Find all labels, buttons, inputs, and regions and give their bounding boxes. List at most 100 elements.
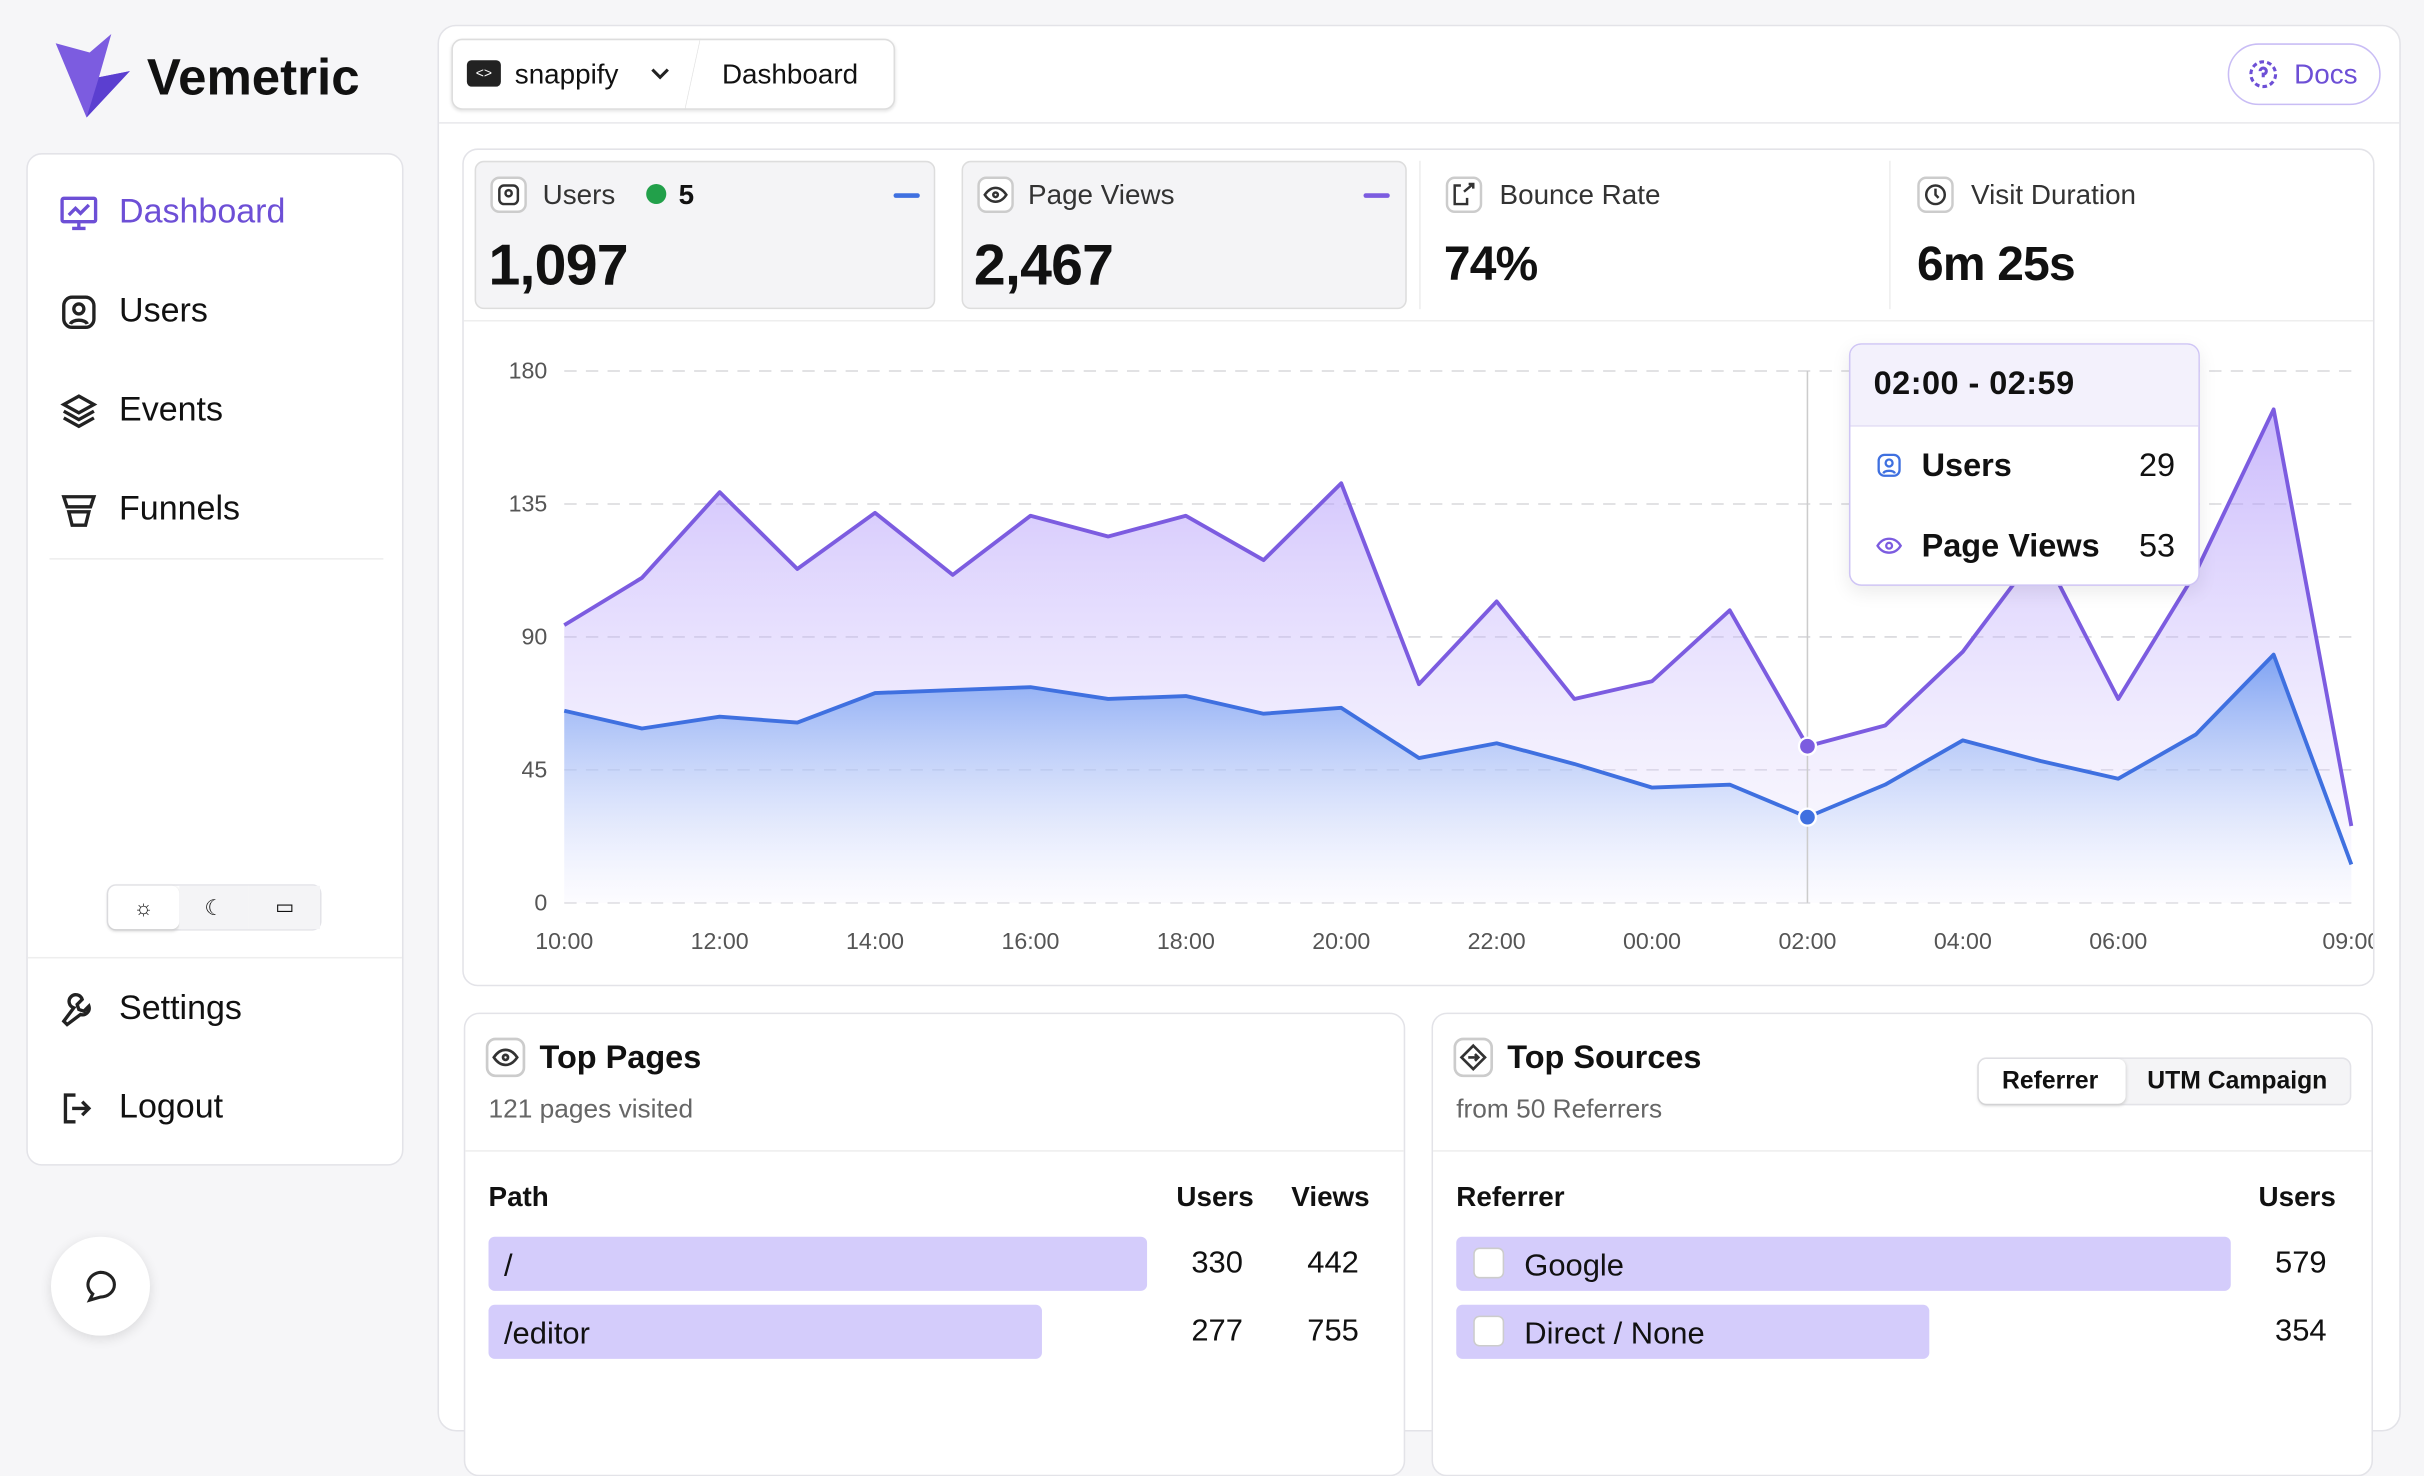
x-tick-label: 09:00 xyxy=(2322,928,2373,954)
x-tick-label: 00:00 xyxy=(1623,928,1681,954)
row-bar xyxy=(1456,1304,1930,1359)
tab-active xyxy=(1978,1058,2126,1104)
area xyxy=(564,654,2352,903)
y-tick-label: 135 xyxy=(509,491,548,517)
app: Vemetric ☼ ☾ ▭ Dashboard Users Events Fu… xyxy=(26,24,2401,1476)
breadcrumb-page: Dashboard xyxy=(721,58,859,90)
card-title: Top Sources xyxy=(1507,1040,1702,1076)
tooltip xyxy=(1848,343,2200,586)
stat-tile-active[interactable] xyxy=(961,160,1407,310)
nav-item[interactable]: Settings xyxy=(119,987,242,1027)
brand: Vemetric xyxy=(146,47,360,106)
column-header: Views xyxy=(1291,1181,1370,1212)
series-swatch xyxy=(1363,193,1390,198)
funnels-icon xyxy=(61,495,97,527)
x-tick-label: 16:00 xyxy=(1001,928,1059,954)
column-header: Users xyxy=(2258,1181,2336,1212)
stat-label: Users xyxy=(542,179,616,211)
y-tick-label: 0 xyxy=(534,890,547,916)
divider xyxy=(465,1150,1404,1152)
body: Vemetric ☼ ☾ ▭ Dashboard Users Events Fu… xyxy=(26,24,2401,1476)
column-header: Path xyxy=(488,1181,549,1212)
card-subtitle: from 50 Referrers xyxy=(1456,1094,1663,1124)
breadcrumb xyxy=(451,38,896,110)
path: /editor xyxy=(503,1317,590,1352)
docs-button[interactable] xyxy=(2227,43,2381,106)
views-count: 755 xyxy=(1307,1314,1359,1349)
x-tick-label: 20:00 xyxy=(1312,928,1370,954)
stat-value: 74% xyxy=(1443,236,1538,291)
card-title: Top Pages xyxy=(539,1040,702,1076)
hover-dot xyxy=(1797,736,1818,756)
divider xyxy=(1433,1150,2372,1152)
y-tick-label: 90 xyxy=(521,624,547,650)
x-tick-label: 18:00 xyxy=(1157,928,1215,954)
settings-icon xyxy=(61,993,91,1027)
breadcrumb-separator xyxy=(684,38,701,110)
nav-item[interactable]: Users xyxy=(119,290,208,330)
system-mode[interactable]: ▭ xyxy=(249,885,321,930)
dark-mode[interactable]: ☾ xyxy=(178,885,250,930)
tab[interactable]: UTM Campaign xyxy=(2147,1068,2328,1095)
stat-label: Bounce Rate xyxy=(1499,179,1661,211)
divider xyxy=(463,320,2373,322)
stat-value: 2,467 xyxy=(973,233,1114,297)
tooltip-value: 29 xyxy=(2138,448,2176,484)
views-icon xyxy=(977,176,1014,214)
tabs xyxy=(1977,1057,2352,1106)
views-icon xyxy=(485,1037,526,1078)
users-count: 354 xyxy=(2275,1314,2327,1349)
x-tick-label: 22:00 xyxy=(1468,928,1526,954)
source: Google xyxy=(1524,1249,1624,1284)
chat-icon xyxy=(86,1270,116,1303)
series-swatch xyxy=(893,193,920,198)
divider xyxy=(27,956,402,959)
sidebar: ☼ ☾ ▭ xyxy=(26,153,404,1166)
divider xyxy=(1889,160,1891,310)
docs-label: Docs xyxy=(2294,58,2358,90)
tab[interactable]: Referrer xyxy=(2001,1068,2099,1095)
favicon xyxy=(1473,1315,1505,1347)
row-bar xyxy=(488,1304,1042,1359)
light-mode[interactable]: ☼ xyxy=(108,885,179,930)
card-subtitle: 121 pages visited xyxy=(488,1094,694,1124)
divider xyxy=(1419,160,1421,310)
tooltip-title: 02:00 - 02:59 xyxy=(1873,366,2075,402)
hover-dot xyxy=(1797,807,1818,827)
column-header: Users xyxy=(1176,1181,1254,1212)
tooltip-label: Users xyxy=(1921,448,2012,484)
project-selector[interactable]: snappify xyxy=(514,58,619,90)
logout-icon xyxy=(63,1093,92,1124)
path: / xyxy=(503,1249,513,1284)
users-count: 579 xyxy=(2275,1246,2327,1281)
chevron xyxy=(651,68,669,80)
x-tick-label: 12:00 xyxy=(691,928,749,954)
x-tick-label: 02:00 xyxy=(1778,928,1836,954)
x-tick-label: 04:00 xyxy=(1934,928,1992,954)
line xyxy=(563,652,2354,866)
events-icon xyxy=(60,394,98,429)
divider xyxy=(49,558,384,560)
users-icon xyxy=(1877,453,1901,477)
nav-item[interactable]: Dashboard xyxy=(119,191,286,231)
nav-item[interactable]: Funnels xyxy=(119,488,241,528)
users-icon xyxy=(62,295,96,330)
tooltip-header xyxy=(1850,344,2199,427)
stat-tile-active[interactable] xyxy=(474,160,936,310)
users-count: 277 xyxy=(1191,1314,1243,1349)
column-header: Referrer xyxy=(1456,1181,1565,1212)
nav-item[interactable]: Events xyxy=(119,389,224,429)
source: Direct / None xyxy=(1524,1317,1705,1352)
views-icon xyxy=(1876,537,1903,554)
project-icon: <> xyxy=(466,60,501,87)
sources-icon xyxy=(1453,1037,1494,1078)
favicon xyxy=(1473,1247,1505,1279)
stat-value: 1,097 xyxy=(488,233,629,297)
bounce-icon xyxy=(1445,176,1483,214)
theme-switch: ☼ ☾ ▭ xyxy=(106,884,322,931)
docs-icon xyxy=(2249,60,2278,89)
logo xyxy=(55,34,130,118)
live-dot xyxy=(646,183,667,205)
nav-item[interactable]: Logout xyxy=(119,1086,224,1126)
chat-button[interactable] xyxy=(51,1236,150,1336)
